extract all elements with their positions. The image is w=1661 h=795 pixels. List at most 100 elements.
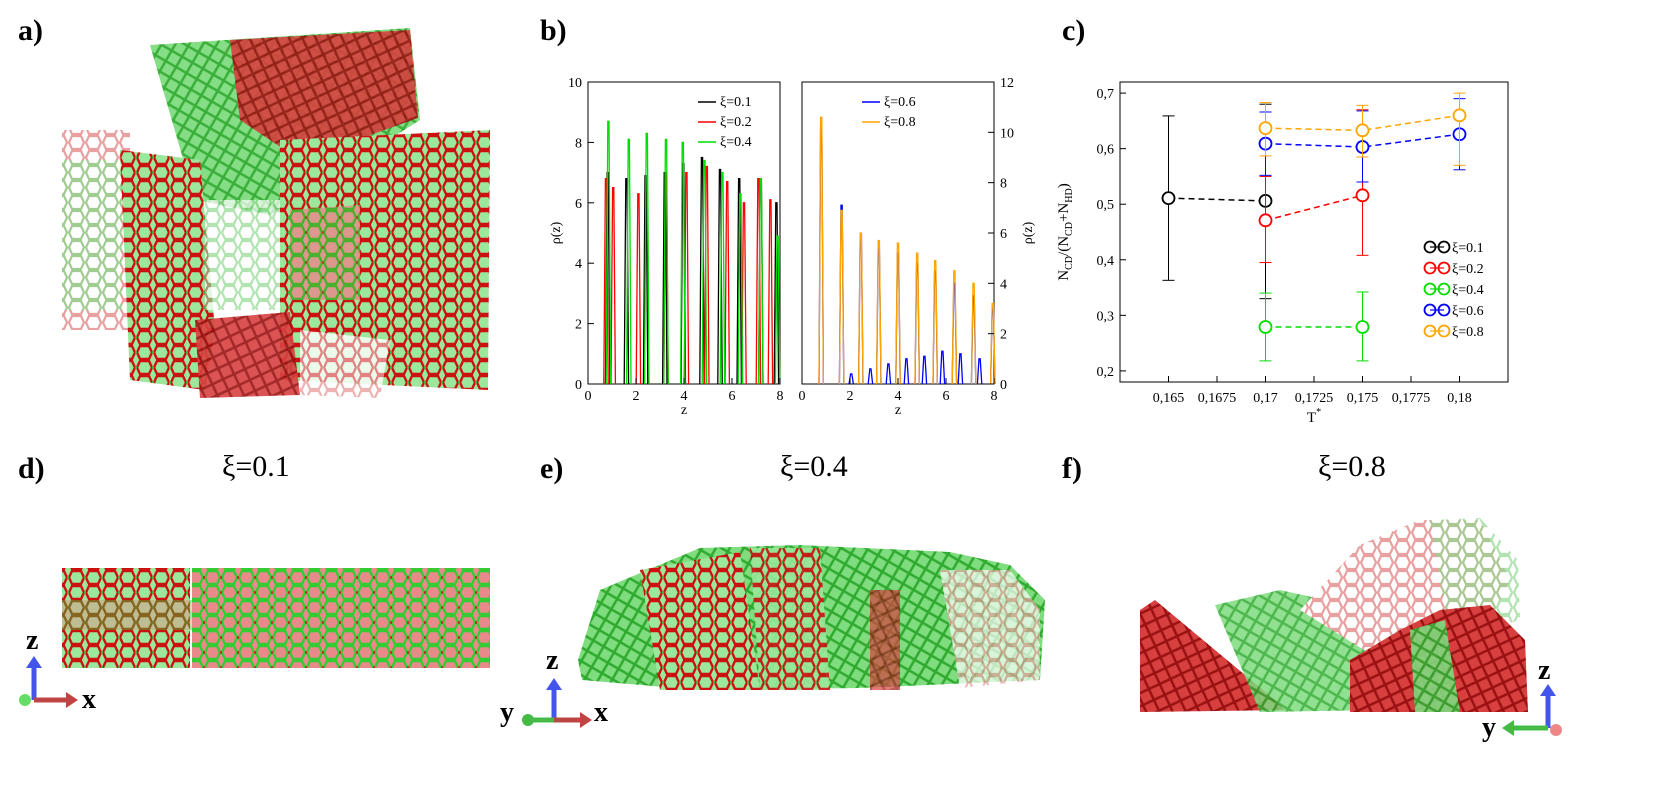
triad-e-z: z <box>546 645 559 676</box>
density-peak-0-16 <box>957 353 964 385</box>
title-d: ξ=0.1 <box>222 450 290 483</box>
y-tick-label-5: 10 <box>1000 126 1014 141</box>
density-peak-2-9 <box>774 235 781 385</box>
chart-b-right: 0 2 4 6 8 z 0 2 4 6 8 10 12 ρ(z) ξ=0.6 ξ=0.8 <box>799 76 1037 418</box>
legend-label-1: ξ=0.8 <box>884 115 916 130</box>
triad-d-z: z <box>26 625 39 656</box>
density-peak-0-12 <box>885 363 892 385</box>
y-axis-label: NCD/(NCD+NHD) <box>1056 183 1075 280</box>
legend-label-3: ξ=0.6 <box>1452 304 1484 319</box>
x-axis-label: z <box>895 403 901 418</box>
x-tick-label-4: 8 <box>991 389 998 404</box>
x-tick-label-0: 0 <box>585 389 592 404</box>
density-peak-2-5 <box>701 159 708 385</box>
y-tick-label-1: 2 <box>575 318 582 333</box>
density-peak-2-3 <box>663 138 669 385</box>
y-tick-label-2: 4 <box>575 257 582 272</box>
y-tick-label-1: 0,3 <box>1097 309 1115 324</box>
y-tick-label-5: 0,7 <box>1097 87 1115 102</box>
title-e: ξ=0.4 <box>780 450 848 483</box>
x-tick-label-4: 8 <box>777 389 784 404</box>
density-peak-1-1 <box>610 187 617 385</box>
y-axis-label: ρ(z) <box>1021 221 1036 244</box>
axis-triad-e <box>522 678 592 728</box>
density-peak-1-6 <box>724 181 731 385</box>
axis-triad-d <box>19 656 78 708</box>
y-tick-label-2: 4 <box>1000 277 1007 292</box>
density-peak-1-3 <box>875 239 882 385</box>
y-tick-label-6: 12 <box>1000 76 1014 91</box>
y-tick-label-4: 0,6 <box>1097 143 1115 158</box>
density-peak-2-2 <box>643 132 650 385</box>
density-peak-2-7 <box>737 193 744 385</box>
density-peak-1-7 <box>741 202 747 385</box>
x-tick-label-3: 6 <box>729 389 736 404</box>
density-peak-1-2 <box>635 193 642 385</box>
x-tick-label-1: 2 <box>633 389 640 404</box>
x-tick-label-0: 0,165 <box>1153 391 1185 406</box>
density-peak-0-11 <box>867 368 874 385</box>
density-peak-0-17 <box>976 358 983 385</box>
triad-e-x: x <box>594 697 608 728</box>
y-tick-label-0: 0 <box>1000 378 1007 393</box>
legend-label-1: ξ=0.2 <box>1452 262 1484 277</box>
density-peak-1-4 <box>683 171 690 385</box>
triad-f-y: y <box>1482 712 1496 743</box>
density-peak-1-0 <box>818 116 825 385</box>
structure-f <box>1140 518 1528 712</box>
axis-triad-f <box>1502 684 1562 736</box>
series-line-0 <box>1168 197 1266 202</box>
density-peak-1-2 <box>857 232 864 385</box>
y-tick-label-3: 0,5 <box>1097 198 1115 213</box>
density-peak-2-1 <box>625 138 632 385</box>
point-2-1 <box>1355 320 1370 334</box>
x-tick-label-5: 0,1775 <box>1392 391 1431 406</box>
y-tick-label-0: 0,2 <box>1097 365 1115 380</box>
density-peak-1-6 <box>932 260 939 385</box>
point-4-2 <box>1452 108 1467 123</box>
x-tick-label-2: 4 <box>681 389 688 404</box>
legend-label-2: ξ=0.4 <box>720 135 752 150</box>
x-axis-label: T* <box>1307 407 1321 426</box>
title-f: ξ=0.8 <box>1318 450 1386 483</box>
x-axis-label: z <box>681 403 687 418</box>
density-peak-2-8 <box>757 177 764 385</box>
structure-a <box>62 28 490 398</box>
chart-b-left: 0 2 4 6 8 z 0 2 4 6 8 10 ρ(z) ξ=0.1 ξ=0.2 ξ=0.4 <box>549 76 784 418</box>
density-peak-1-9 <box>767 199 774 385</box>
triad-f-z: z <box>1538 655 1551 686</box>
density-peak-0-15 <box>939 350 946 385</box>
x-tick-label-3: 0,1725 <box>1295 391 1334 406</box>
x-tick-label-6: 0,18 <box>1447 391 1472 406</box>
density-peak-1-9 <box>989 302 996 385</box>
x-tick-label-2: 0,17 <box>1253 391 1278 406</box>
series-line-4 <box>1265 114 1460 132</box>
x-tick-label-4: 0,175 <box>1347 391 1379 406</box>
legend-label-2: ξ=0.4 <box>1452 283 1484 298</box>
density-peak-2-0 <box>605 120 612 385</box>
series-line-3 <box>1265 133 1460 148</box>
triad-d-x: x <box>82 684 96 715</box>
structure-d <box>62 568 490 668</box>
density-peak-2-6 <box>719 171 726 385</box>
x-tick-label-1: 0,1675 <box>1198 391 1237 406</box>
y-tick-label-4: 8 <box>1000 177 1007 192</box>
density-peak-1-4 <box>895 242 901 385</box>
density-peak-0-9 <box>773 202 780 385</box>
legend-label-0: ξ=0.6 <box>884 95 916 110</box>
legend-label-0: ξ=0.1 <box>720 95 752 110</box>
legend-label-0: ξ=0.1 <box>1452 241 1484 256</box>
y-tick-label-4: 8 <box>575 136 582 151</box>
point-1-0 <box>1258 213 1273 228</box>
y-tick-label-1: 2 <box>1000 328 1007 343</box>
x-tick-label-0: 0 <box>799 389 806 404</box>
point-1-1 <box>1355 188 1370 203</box>
x-tick-label-2: 4 <box>895 389 902 404</box>
y-tick-label-3: 6 <box>1000 227 1007 242</box>
y-tick-label-2: 0,4 <box>1097 254 1115 269</box>
panel-label-e: e) <box>540 452 564 485</box>
point-4-1 <box>1355 123 1370 138</box>
y-tick-label-3: 6 <box>575 197 582 212</box>
